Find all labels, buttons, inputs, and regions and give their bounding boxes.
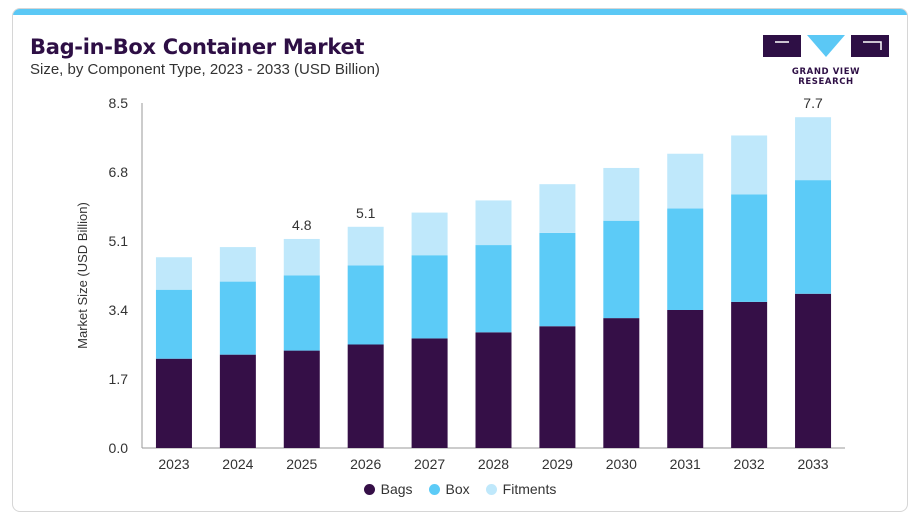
x-tick-label: 2025 bbox=[286, 456, 317, 472]
bar-bags-2030 bbox=[603, 318, 640, 448]
bar-fitments-2026 bbox=[347, 226, 384, 266]
chart-subtitle: Size, by Component Type, 2023 - 2033 (US… bbox=[30, 61, 380, 78]
legend-label: Box bbox=[445, 481, 470, 497]
x-tick-label: 2032 bbox=[734, 456, 765, 472]
bar-bags-2028 bbox=[475, 332, 512, 448]
bar-box-2025 bbox=[283, 275, 320, 351]
legend-swatch bbox=[363, 484, 375, 495]
legend-item-box: Box bbox=[428, 481, 470, 497]
x-tick-label: 2030 bbox=[606, 456, 637, 472]
y-tick-label: 6.8 bbox=[109, 164, 129, 180]
bar-box-2031 bbox=[667, 208, 704, 310]
x-tick-label: 2028 bbox=[478, 456, 509, 472]
x-tick-label: 2023 bbox=[158, 456, 189, 472]
x-tick-label: 2033 bbox=[797, 456, 828, 472]
logo-mark bbox=[763, 35, 889, 57]
data-label-2026: 5.1 bbox=[356, 205, 376, 221]
chart-card: Bag-in-Box Container Market Size, by Com… bbox=[12, 8, 908, 512]
legend-swatch bbox=[485, 484, 497, 495]
legend-item-fitments: Fitments bbox=[485, 481, 557, 497]
y-tick-label: 5.1 bbox=[109, 233, 129, 249]
bar-fitments-2023 bbox=[155, 257, 192, 290]
bar-bags-2032 bbox=[731, 301, 768, 448]
bar-box-2033 bbox=[795, 180, 832, 294]
x-tick-label: 2026 bbox=[350, 456, 381, 472]
chart-legend: Bags Box Fitments bbox=[13, 481, 907, 497]
bar-bags-2031 bbox=[667, 310, 704, 448]
bar-fitments-2031 bbox=[667, 153, 704, 209]
y-tick-label: 0.0 bbox=[109, 440, 129, 456]
bar-bags-2025 bbox=[283, 350, 320, 448]
bar-fitments-2028 bbox=[475, 200, 512, 246]
x-tick-label: 2027 bbox=[414, 456, 445, 472]
bar-bags-2023 bbox=[155, 358, 192, 448]
legend-swatch bbox=[428, 484, 440, 495]
chart-title: Bag-in-Box Container Market bbox=[30, 35, 365, 59]
stacked-bar-chart: 0.0 1.7 3.4 5.1 6.8 8.5 Market Size (USD Billi… bbox=[75, 95, 845, 472]
grand-view-research-logo: GRAND VIEW RESEARCH bbox=[763, 33, 889, 87]
x-tick-label: 2029 bbox=[542, 456, 573, 472]
bar-bags-2029 bbox=[539, 326, 576, 448]
bar-fitments-2024 bbox=[219, 247, 256, 282]
y-tick-label: 1.7 bbox=[109, 371, 129, 387]
accent-bar bbox=[13, 9, 907, 15]
bar-box-2023 bbox=[155, 289, 192, 359]
bar-bags-2024 bbox=[219, 354, 256, 448]
y-axis-label: Market Size (USD Billion) bbox=[75, 202, 90, 349]
x-tick-label: 2024 bbox=[222, 456, 253, 472]
bar-box-2028 bbox=[475, 245, 512, 333]
bar-box-2030 bbox=[603, 220, 640, 319]
x-tick-label: 2031 bbox=[670, 456, 701, 472]
bar-fitments-2029 bbox=[539, 184, 576, 233]
bar-box-2029 bbox=[539, 232, 576, 327]
bar-fitments-2033 bbox=[795, 117, 832, 181]
bar-bags-2027 bbox=[411, 338, 448, 448]
legend-label: Fitments bbox=[502, 481, 557, 497]
data-label-2025: 4.8 bbox=[292, 217, 312, 233]
logo-text: GRAND VIEW RESEARCH bbox=[791, 67, 861, 87]
bar-bags-2026 bbox=[347, 344, 384, 448]
bar-bags-2033 bbox=[795, 293, 832, 448]
bar-box-2027 bbox=[411, 255, 448, 339]
bar-box-2026 bbox=[347, 265, 384, 345]
bar-box-2024 bbox=[219, 281, 256, 355]
bar-fitments-2030 bbox=[603, 167, 640, 221]
bar-fitments-2027 bbox=[411, 212, 448, 256]
bar-box-2032 bbox=[731, 194, 768, 302]
bar-fitments-2032 bbox=[731, 135, 768, 195]
y-tick-label: 3.4 bbox=[109, 302, 129, 318]
legend-label: Bags bbox=[380, 481, 413, 497]
data-label-2033: 7.7 bbox=[803, 95, 823, 111]
y-tick-label: 8.5 bbox=[109, 95, 129, 111]
legend-item-bags: Bags bbox=[363, 481, 413, 497]
bar-fitments-2025 bbox=[283, 238, 320, 276]
